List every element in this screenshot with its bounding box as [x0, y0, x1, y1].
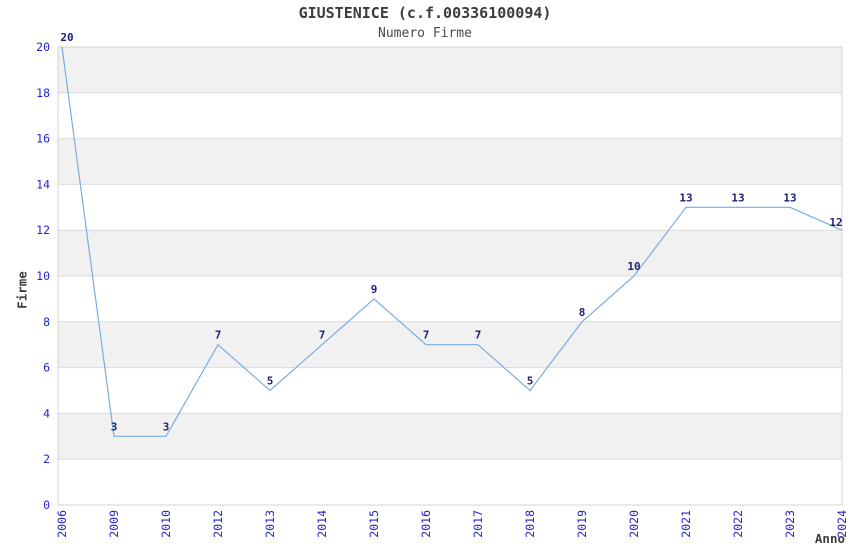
- y-tick-label: 12: [36, 223, 50, 237]
- x-tick-label: 2022: [731, 510, 745, 538]
- plot-band: [58, 138, 842, 185]
- point-label: 5: [527, 375, 534, 388]
- plot-band: [58, 92, 842, 139]
- y-tick-label: 18: [36, 86, 50, 100]
- x-tick-label: 2006: [55, 510, 69, 538]
- x-tick-label: 2018: [523, 510, 537, 538]
- point-label: 7: [215, 329, 222, 342]
- point-label: 9: [371, 283, 378, 296]
- y-tick-label: 10: [36, 269, 50, 283]
- plot-band: [58, 413, 842, 460]
- point-label: 20: [60, 31, 73, 44]
- point-label: 13: [783, 191, 796, 204]
- plot-band: [58, 276, 842, 322]
- y-tick-label: 2: [43, 452, 50, 466]
- x-tick-label: 2019: [575, 510, 589, 538]
- chart-subtitle: Numero Firme: [378, 26, 472, 41]
- x-axis-title: Anno: [815, 531, 845, 546]
- x-tick-label: 2023: [783, 510, 797, 538]
- x-tick-label: 2016: [419, 510, 433, 538]
- point-label: 5: [267, 375, 274, 388]
- y-axis-title: Firme: [15, 271, 30, 309]
- point-label: 8: [579, 306, 586, 319]
- plot-band: [58, 47, 842, 93]
- point-label: 7: [423, 329, 430, 342]
- y-tick-label: 20: [36, 40, 50, 54]
- x-tick-label: 2024: [835, 510, 849, 538]
- point-label: 7: [319, 329, 326, 342]
- plot-band: [58, 459, 842, 505]
- plot-band: [58, 230, 842, 276]
- x-tick-label: 2017: [471, 510, 485, 538]
- y-tick-label: 6: [43, 361, 50, 375]
- point-label: 10: [627, 260, 640, 273]
- x-tick-label: 2015: [367, 510, 381, 538]
- x-tick-label: 2013: [263, 510, 277, 538]
- x-tick-label: 2009: [107, 510, 121, 538]
- data-line: [61, 46, 843, 437]
- y-tick-label: 8: [43, 315, 50, 329]
- chart-title: GIUSTENICE (c.f.00336100094): [298, 4, 552, 22]
- point-label: 12: [829, 216, 842, 229]
- plot-border: [57, 46, 843, 506]
- plot-band: [58, 367, 842, 414]
- point-label: 3: [111, 420, 118, 433]
- point-label: 13: [731, 191, 744, 204]
- x-tick-label: 2020: [627, 510, 641, 538]
- point-label: 3: [163, 420, 170, 433]
- point-label: 13: [679, 191, 692, 204]
- x-tick-label: 2021: [679, 510, 693, 538]
- y-tick-label: 0: [43, 498, 50, 512]
- y-tick-label: 4: [43, 406, 50, 420]
- y-tick-label: 14: [36, 177, 50, 191]
- x-tick-label: 2014: [315, 510, 329, 538]
- point-label: 7: [475, 329, 482, 342]
- y-tick-label: 16: [36, 132, 50, 146]
- x-tick-label: 2010: [159, 510, 173, 538]
- x-tick-label: 2012: [211, 510, 225, 538]
